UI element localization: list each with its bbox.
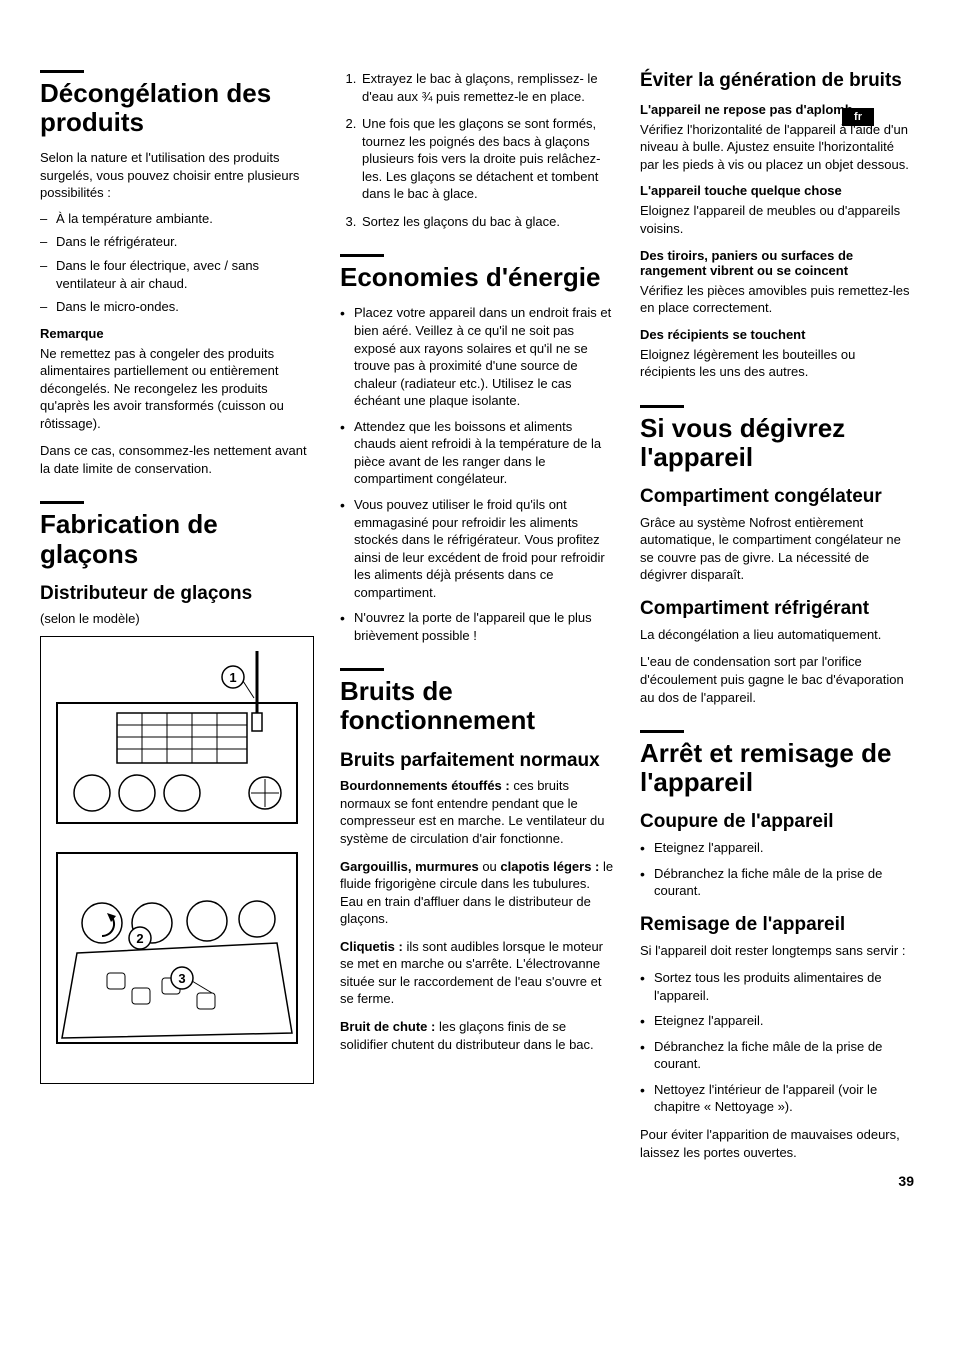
heading-degivrez: Si vous dégivrez l'appareil	[640, 414, 914, 472]
remarque-text: Dans ce cas, consommez-les nettement ava…	[40, 442, 314, 477]
ice-steps: Extrayez le bac à glaçons, remplissez- l…	[340, 70, 614, 230]
section-rule	[40, 501, 84, 504]
list-item: Sortez tous les produits alimentaires de…	[640, 969, 914, 1004]
text: L'eau de condensation sort par l'orifice…	[640, 653, 914, 706]
bold-label: Gargouillis, murmures	[340, 859, 479, 874]
subheading-remisage: Remisage de l'appareil	[640, 914, 914, 936]
text: Si l'appareil doit rester longtemps sans…	[640, 942, 914, 960]
list-item: Une fois que les glaçons se sont formés,…	[360, 115, 614, 203]
list-item: Nettoyez l'intérieur de l'appareil (voir…	[640, 1081, 914, 1116]
list-item: Extrayez le bac à glaçons, remplissez- l…	[360, 70, 614, 105]
columns: Décongélation des produits Selon la natu…	[40, 70, 914, 1171]
list-item: Vous pouvez utiliser le froid qu'ils ont…	[340, 496, 614, 601]
section-rule	[340, 254, 384, 257]
text: Vérifiez les pièces amovibles puis remet…	[640, 282, 914, 317]
subheading-congelateur: Compartiment congélateur	[640, 486, 914, 508]
bold-label: clapotis légers :	[500, 859, 599, 874]
page: fr Décongélation des produits Selon la n…	[40, 70, 914, 1171]
section-rule	[640, 730, 684, 733]
subheading-eviter-bruits: Éviter la génération de bruits	[640, 70, 914, 92]
ill-label-1: 1	[229, 670, 236, 685]
heading-arret: Arrêt et remisage de l'appareil	[640, 739, 914, 797]
language-tab: fr	[842, 108, 874, 126]
bruits-p1: Bourdonnements étouffés : ces bruits nor…	[340, 777, 614, 847]
text: Eloignez légèrement les bouteilles ou ré…	[640, 346, 914, 381]
bold-label: Bruit de chute :	[340, 1019, 435, 1034]
section-rule	[340, 668, 384, 671]
bold-label: Cliquetis :	[340, 939, 403, 954]
text: La décongélation a lieu automatiquement.	[640, 626, 914, 644]
text: Grâce au système Nofrost entièrement aut…	[640, 514, 914, 584]
list-item: Eteignez l'appareil.	[640, 1012, 914, 1030]
column-1: Décongélation des produits Selon la natu…	[40, 70, 314, 1171]
sublabel-modele: (selon le modèle)	[40, 610, 314, 628]
h3-recipients: Des récipients se touchent	[640, 327, 914, 342]
subheading-refrigerant: Compartiment réfrigérant	[640, 598, 914, 620]
text: ou	[479, 859, 501, 874]
h3-tiroirs: Des tiroirs, paniers ou surfaces de rang…	[640, 248, 914, 278]
page-number: 39	[898, 1173, 914, 1189]
ice-maker-illustration: 1	[40, 636, 314, 1084]
list-item: N'ouvrez la porte de l'appareil que le p…	[340, 609, 614, 644]
remisage-list: Sortez tous les produits alimentaires de…	[640, 969, 914, 1116]
list-item: Dans le réfrigérateur.	[40, 233, 314, 251]
intro-text: Selon la nature et l'utilisation des pro…	[40, 149, 314, 202]
ill-label-3: 3	[178, 971, 185, 986]
section-rule	[40, 70, 84, 73]
subheading-bruits-normaux: Bruits parfaitement normaux	[340, 750, 614, 772]
remarque-label: Remarque	[40, 326, 314, 341]
h3-touche: L'appareil touche quelque chose	[640, 183, 914, 198]
bruits-p4: Bruit de chute : les glaçons finis de se…	[340, 1018, 614, 1053]
subheading-coupure: Coupure de l'appareil	[640, 811, 914, 833]
illustration-svg: 1	[47, 643, 307, 1073]
ill-label-2: 2	[136, 931, 143, 946]
economies-list: Placez votre appareil dans un endroit fr…	[340, 304, 614, 644]
heading-economies: Economies d'énergie	[340, 263, 614, 292]
column-2: Extrayez le bac à glaçons, remplissez- l…	[340, 70, 614, 1171]
list-item: À la température ambiante.	[40, 210, 314, 228]
text: Vérifiez l'horizontalité de l'appareil à…	[640, 121, 914, 174]
list-item: Débranchez la fiche mâle de la prise de …	[640, 865, 914, 900]
list-item: Eteignez l'appareil.	[640, 839, 914, 857]
heading-decongelation: Décongélation des produits	[40, 79, 314, 137]
list-item: Débranchez la fiche mâle de la prise de …	[640, 1038, 914, 1073]
text: Eloignez l'appareil de meubles ou d'appa…	[640, 202, 914, 237]
list-item: Attendez que les boissons et aliments ch…	[340, 418, 614, 488]
column-3: Éviter la génération de bruits L'apparei…	[640, 70, 914, 1171]
coupure-list: Eteignez l'appareil. Débranchez la fiche…	[640, 839, 914, 900]
list-item: Sortez les glaçons du bac à glace.	[360, 213, 614, 231]
list-item: Dans le micro-ondes.	[40, 298, 314, 316]
list-item: Dans le four électrique, avec / sans ven…	[40, 257, 314, 292]
remarque-text: Ne remettez pas à congeler des produits …	[40, 345, 314, 433]
list-item: Placez votre appareil dans un endroit fr…	[340, 304, 614, 409]
heading-bruits: Bruits de fonctionnement	[340, 677, 614, 735]
subheading-distributeur: Distributeur de glaçons	[40, 583, 314, 605]
text: Pour éviter l'apparition de mauvaises od…	[640, 1126, 914, 1161]
bruits-p3: Cliquetis : ils sont audibles lorsque le…	[340, 938, 614, 1008]
decongelation-list: À la température ambiante. Dans le réfri…	[40, 210, 314, 316]
bold-label: Bourdonnements étouffés :	[340, 778, 510, 793]
bruits-p2: Gargouillis, murmures ou clapotis légers…	[340, 858, 614, 928]
section-rule	[640, 405, 684, 408]
heading-glacons: Fabrication de glaçons	[40, 510, 314, 568]
